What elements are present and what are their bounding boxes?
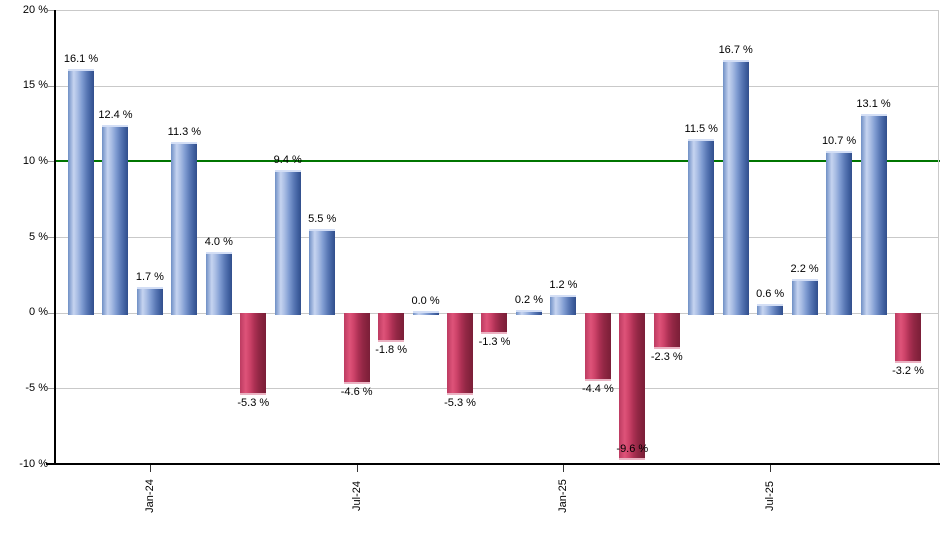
bar-value-label-Jun-24: 5.5 %	[308, 213, 337, 226]
bar-Jul-24[interactable]	[343, 312, 370, 385]
y-axis-label: 5 %	[29, 230, 48, 243]
bar-Jan-25[interactable]	[550, 294, 577, 315]
bar-Sep-24[interactable]	[412, 311, 439, 315]
bar-Dec-24[interactable]	[515, 309, 542, 315]
bar-value-label-Dec-23: 12.4 %	[98, 109, 133, 121]
gridline-15	[55, 85, 938, 87]
bar-value-label-Apr-24: -5.3 %	[237, 396, 270, 409]
y-axis-tick	[48, 85, 55, 87]
x-axis-label-Jul-24: Jul-24	[350, 481, 363, 511]
bar-value-label-Sep-25: 10.7 %	[821, 134, 857, 147]
bar-May-25[interactable]	[688, 138, 715, 315]
bar-Apr-24[interactable]	[240, 312, 267, 395]
bar-Oct-25[interactable]	[860, 114, 887, 315]
bar-Jul-25[interactable]	[757, 303, 784, 315]
y-axis-label: -10 %	[19, 457, 48, 470]
x-axis-label-Jul-25: Jul-25	[764, 481, 777, 511]
bar-Dec-23[interactable]	[102, 125, 129, 315]
y-axis-tick	[48, 10, 55, 11]
bar-Mar-24[interactable]	[205, 252, 232, 315]
bar-value-label-Jan-24: 1.7 %	[135, 270, 164, 283]
y-axis-tick	[48, 161, 55, 163]
gridline-20	[55, 10, 938, 11]
bar-Feb-25[interactable]	[584, 312, 611, 382]
bar-Feb-24[interactable]	[171, 141, 198, 315]
bar-value-label-May-25: 11.5 %	[684, 122, 718, 135]
y-axis-label: 0 %	[29, 306, 48, 319]
y-axis-line	[54, 10, 56, 465]
bar-Mar-25[interactable]	[619, 312, 646, 460]
bar-value-label-Dec-24: 0.2 %	[514, 293, 544, 306]
y-axis-label: -5 %	[25, 381, 48, 394]
plot-border-right	[938, 10, 939, 464]
bar-value-label-May-24: 9.4 %	[273, 154, 302, 167]
bar-Aug-24[interactable]	[378, 312, 405, 342]
x-axis-tick	[563, 465, 565, 472]
x-axis-label-Jan-24: Jan-24	[143, 479, 156, 513]
y-axis-tick	[48, 388, 55, 390]
bar-May-24[interactable]	[274, 170, 301, 315]
x-axis-label-Jan-25: Jan-25	[557, 479, 570, 513]
bar-value-label-Jul-24: -4.6 %	[340, 386, 373, 399]
y-axis-label: 20 %	[22, 3, 48, 16]
bar-value-label-Oct-24: -5.3 %	[444, 396, 476, 409]
bar-value-label-Jul-25: 0.6 %	[756, 287, 785, 300]
bar-value-label-Mar-25: -9.6 %	[616, 442, 649, 455]
gridline--5	[55, 388, 938, 390]
bar-Oct-24[interactable]	[447, 312, 474, 395]
y-axis-label: 10 %	[22, 154, 48, 167]
bar-value-label-Nov-25: -3.2 %	[892, 365, 924, 378]
benchmark-line-10pct	[55, 160, 940, 163]
bar-value-label-Jan-25: 1.2 %	[549, 278, 578, 291]
bar-value-label-Aug-24: -1.8 %	[375, 343, 407, 356]
bar-Jun-25[interactable]	[722, 59, 749, 315]
gridline-5	[55, 237, 938, 238]
bar-Aug-25[interactable]	[791, 279, 818, 315]
bar-Sep-25[interactable]	[826, 150, 853, 315]
y-axis-tick	[48, 312, 55, 314]
y-axis-label: 15 %	[22, 79, 48, 92]
bar-Nov-24[interactable]	[481, 312, 508, 335]
bar-value-label-Nov-23: 16.1 %	[63, 53, 99, 66]
x-axis-tick	[770, 465, 772, 472]
bar-value-label-Apr-25: -2.3 %	[650, 351, 683, 364]
bar-value-label-Mar-24: 4.0 %	[204, 236, 233, 249]
bar-value-label-Feb-24: 11.3 %	[167, 125, 202, 138]
bar-value-label-Jun-25: 16.7 %	[718, 43, 753, 56]
x-axis-tick	[149, 465, 151, 472]
bar-value-label-Sep-24: 0.0 %	[411, 295, 440, 308]
bar-value-label-Nov-24: -1.3 %	[478, 336, 511, 349]
x-axis-line	[46, 463, 940, 465]
bar-Jan-24[interactable]	[136, 286, 163, 315]
x-axis-tick	[356, 465, 358, 472]
bar-Nov-23[interactable]	[68, 69, 94, 315]
bar-Jun-24[interactable]	[309, 229, 336, 315]
bar-value-label-Aug-25: 2.2 %	[790, 263, 819, 276]
y-axis-tick	[48, 237, 55, 238]
bar-Apr-25[interactable]	[653, 312, 680, 350]
bar-Nov-25[interactable]	[894, 312, 921, 364]
bar-value-label-Oct-25: 13.1 %	[856, 98, 891, 111]
bar-value-label-Feb-25: -4.4 %	[581, 383, 614, 396]
